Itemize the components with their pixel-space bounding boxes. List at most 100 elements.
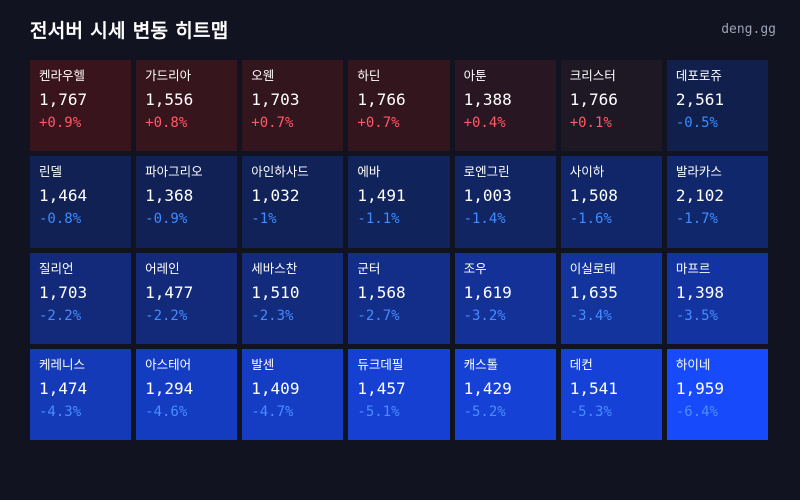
server-price: 1,619 bbox=[463, 282, 512, 302]
price-change: -5.3% bbox=[569, 403, 612, 420]
page-title: 전서버 시세 변동 히트맵 bbox=[30, 19, 229, 42]
price-change: -3.2% bbox=[463, 307, 506, 324]
server-price: 2,102 bbox=[675, 186, 725, 206]
server-name: 가드리아 bbox=[145, 68, 192, 83]
price-change: -4.7% bbox=[251, 403, 294, 420]
price-change: -4.6% bbox=[145, 403, 188, 420]
price-change: -1.6% bbox=[569, 211, 612, 228]
server-price: 2,561 bbox=[675, 90, 725, 109]
price-change: +0.9% bbox=[39, 115, 82, 131]
server-name: 캐스톨 bbox=[463, 356, 499, 372]
server-name: 아툰 bbox=[463, 68, 487, 83]
heatmap-cell[interactable]: 가드리아 1,556 +0.8% bbox=[136, 60, 238, 152]
server-price: 1,477 bbox=[145, 282, 194, 302]
heatmap-cell[interactable]: 켄라우헬 1,767 +0.9% bbox=[30, 60, 132, 152]
heatmap-cell[interactable]: 하딘 1,766 +0.7% bbox=[348, 60, 450, 152]
server-price: 1,556 bbox=[145, 90, 194, 109]
header: 전서버 시세 변동 히트맵 deng.gg bbox=[30, 14, 776, 44]
server-name: 린델 bbox=[39, 164, 63, 180]
server-name: 켄라우헬 bbox=[39, 68, 86, 83]
server-name: 조우 bbox=[463, 260, 487, 276]
heatmap-cell[interactable]: 마프르 1,398 -3.5% bbox=[666, 252, 768, 344]
server-name: 세바스찬 bbox=[251, 260, 298, 276]
server-price: 1,457 bbox=[357, 378, 406, 398]
price-change: -3.4% bbox=[569, 307, 612, 324]
heatmap-cell[interactable]: 발센 1,409 -4.7% bbox=[242, 348, 344, 440]
server-price: 1,568 bbox=[357, 282, 406, 302]
server-name: 데포로쥬 bbox=[675, 68, 722, 83]
server-name: 파아그리오 bbox=[145, 164, 203, 180]
heatmap-cell[interactable]: 아인하사드 1,032 -1% bbox=[242, 156, 344, 248]
server-price: 1,491 bbox=[357, 186, 406, 206]
server-price: 1,766 bbox=[569, 90, 618, 109]
server-price: 1,703 bbox=[39, 282, 88, 302]
server-price: 1,474 bbox=[39, 378, 88, 398]
price-change: +0.8% bbox=[145, 115, 188, 131]
server-name: 군터 bbox=[357, 260, 381, 276]
server-name: 어레인 bbox=[145, 260, 180, 276]
brand-label: deng.gg bbox=[721, 21, 776, 37]
heatmap-cell[interactable]: 듀크데필 1,457 -5.1% bbox=[348, 348, 450, 440]
server-name: 하이네 bbox=[675, 356, 711, 372]
price-change: -2.2% bbox=[145, 307, 188, 324]
heatmap-cell[interactable]: 케레니스 1,474 -4.3% bbox=[30, 348, 132, 440]
server-name: 크리스터 bbox=[569, 68, 616, 83]
heatmap-cell[interactable]: 오웬 1,703 +0.7% bbox=[242, 60, 344, 152]
price-change: -6.4% bbox=[675, 403, 718, 420]
server-name: 사이하 bbox=[569, 164, 605, 180]
heatmap-cell[interactable]: 아스테어 1,294 -4.6% bbox=[136, 348, 238, 440]
server-price: 1,508 bbox=[569, 186, 618, 206]
heatmap-cell[interactable]: 데포로쥬 2,561 -0.5% bbox=[666, 60, 768, 152]
server-name: 하딘 bbox=[357, 68, 381, 83]
price-change: -5.2% bbox=[463, 403, 506, 420]
server-price: 1,959 bbox=[675, 378, 725, 398]
server-name: 이실로테 bbox=[569, 260, 616, 276]
server-price: 1,766 bbox=[357, 90, 406, 109]
server-name: 아인하사드 bbox=[251, 164, 309, 180]
heatmap-cell[interactable]: 질리언 1,703 -2.2% bbox=[30, 252, 132, 344]
server-price: 1,409 bbox=[251, 378, 300, 398]
server-name: 아스테어 bbox=[145, 356, 192, 372]
heatmap-cell[interactable]: 로엔그린 1,003 -1.4% bbox=[454, 156, 556, 248]
price-change: +0.7% bbox=[251, 115, 294, 131]
price-change: -4.3% bbox=[39, 403, 82, 420]
heatmap-cell[interactable]: 크리스터 1,766 +0.1% bbox=[560, 60, 662, 152]
price-change: -2.3% bbox=[251, 307, 294, 324]
server-price: 1,398 bbox=[675, 282, 725, 302]
heatmap-cell[interactable]: 사이하 1,508 -1.6% bbox=[560, 156, 662, 248]
heatmap-cell[interactable]: 조우 1,619 -3.2% bbox=[454, 252, 556, 344]
heatmap-cell[interactable]: 데컨 1,541 -5.3% bbox=[560, 348, 662, 440]
heatmap-cell[interactable]: 군터 1,568 -2.7% bbox=[348, 252, 450, 344]
heatmap-cell[interactable]: 발라카스 2,102 -1.7% bbox=[666, 156, 768, 248]
heatmap-cell[interactable]: 세바스찬 1,510 -2.3% bbox=[242, 252, 344, 344]
server-name: 듀크데필 bbox=[357, 356, 404, 372]
server-price: 1,635 bbox=[569, 282, 618, 302]
server-price: 1,541 bbox=[569, 378, 618, 398]
heatmap-cell[interactable]: 파아그리오 1,368 -0.9% bbox=[136, 156, 238, 248]
heatmap-cell[interactable]: 이실로테 1,635 -3.4% bbox=[560, 252, 662, 344]
heatmap-cell[interactable]: 캐스톨 1,429 -5.2% bbox=[454, 348, 556, 440]
price-change: -0.9% bbox=[145, 211, 188, 228]
heatmap-cell[interactable]: 에바 1,491 -1.1% bbox=[348, 156, 450, 248]
price-change: -0.5% bbox=[675, 115, 718, 131]
server-name: 발라카스 bbox=[675, 164, 722, 180]
price-change: -2.2% bbox=[39, 307, 82, 324]
price-change: -0.8% bbox=[39, 211, 82, 228]
server-price: 1,703 bbox=[251, 90, 300, 109]
heatmap-cell[interactable]: 하이네 1,959 -6.4% bbox=[666, 348, 768, 440]
price-change: +0.7% bbox=[357, 115, 400, 131]
server-name: 케레니스 bbox=[39, 356, 86, 372]
heatmap-cell[interactable]: 아툰 1,388 +0.4% bbox=[454, 60, 556, 152]
server-name: 로엔그린 bbox=[463, 164, 510, 180]
server-price: 1,510 bbox=[251, 282, 300, 302]
heatmap-cell[interactable]: 어레인 1,477 -2.2% bbox=[136, 252, 238, 344]
server-price: 1,388 bbox=[463, 90, 512, 109]
server-price: 1,767 bbox=[39, 90, 88, 109]
price-change: -1.7% bbox=[675, 211, 718, 228]
heatmap-cell[interactable]: 린델 1,464 -0.8% bbox=[30, 156, 132, 248]
server-price: 1,003 bbox=[463, 186, 512, 206]
price-change: +0.1% bbox=[569, 115, 612, 131]
server-name: 에바 bbox=[357, 164, 381, 180]
server-name: 질리언 bbox=[39, 260, 74, 276]
server-price: 1,032 bbox=[251, 186, 300, 206]
